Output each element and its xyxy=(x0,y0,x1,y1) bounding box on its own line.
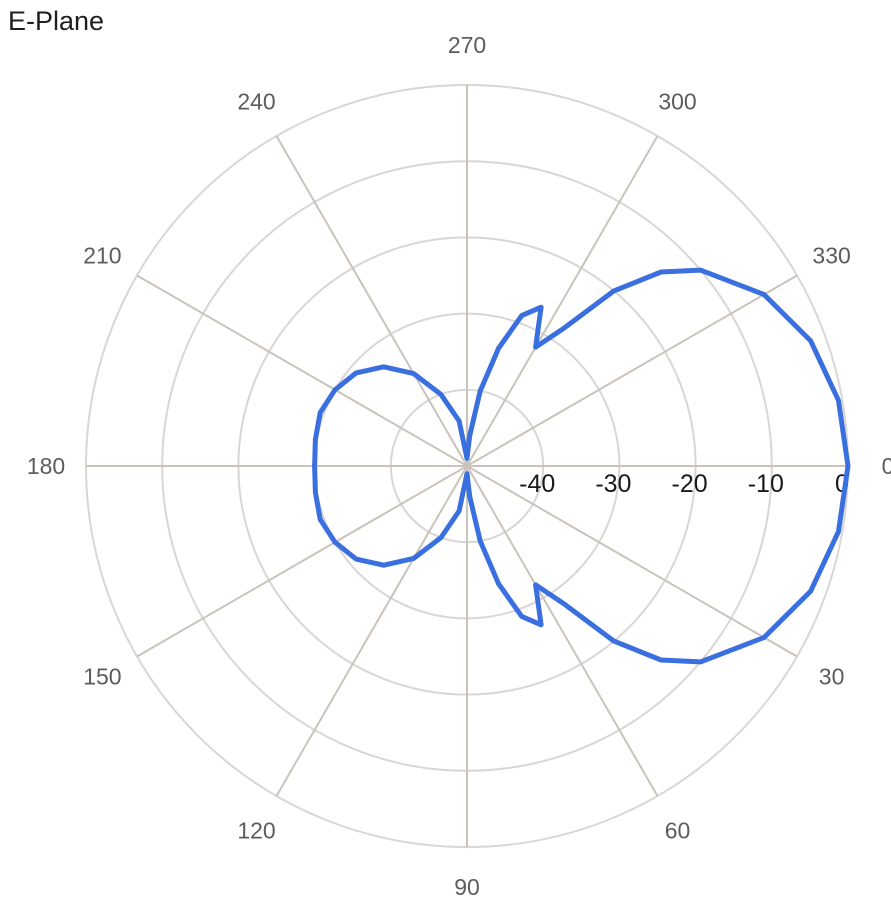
grid-spoke xyxy=(275,465,468,797)
angle-tick-label: 270 xyxy=(448,32,486,58)
angle-tick-label: 150 xyxy=(83,664,121,690)
angle-tick-label: 300 xyxy=(658,88,696,114)
angle-tick-label: 0 xyxy=(882,453,891,479)
angle-tick-label: 90 xyxy=(454,874,480,900)
angle-tick-label: 240 xyxy=(237,88,275,114)
grid-spoke xyxy=(136,465,468,658)
radial-tick-labels: -40 -30 -20 -10 0 xyxy=(519,470,849,498)
grid-spoke xyxy=(466,135,659,467)
angular-tick-labels: 0 30 60 90 120 150 180 210 240 270 300 330 xyxy=(27,32,891,900)
angle-tick-label: 60 xyxy=(665,818,691,844)
angle-tick-label: 30 xyxy=(819,664,845,690)
grid-spoke xyxy=(466,274,798,467)
angle-tick-label: 210 xyxy=(83,243,121,269)
grid-spoke xyxy=(275,135,468,467)
radial-tick-label: -10 xyxy=(748,470,784,498)
grid-spoke xyxy=(466,465,659,797)
angle-tick-label: 330 xyxy=(812,243,850,269)
pattern-series-line xyxy=(312,267,851,665)
grid-spoke xyxy=(466,465,798,658)
angle-tick-label: 120 xyxy=(237,818,275,844)
chart-title: E-Plane xyxy=(8,6,105,36)
grid-spoke xyxy=(136,274,468,467)
radial-tick-label: -20 xyxy=(672,470,708,498)
angular-grid-spokes xyxy=(86,85,848,847)
series-layer xyxy=(312,267,851,665)
radial-tick-label: -40 xyxy=(519,470,555,498)
radial-tick-label: -30 xyxy=(595,470,631,498)
angle-tick-label: 180 xyxy=(27,453,65,479)
